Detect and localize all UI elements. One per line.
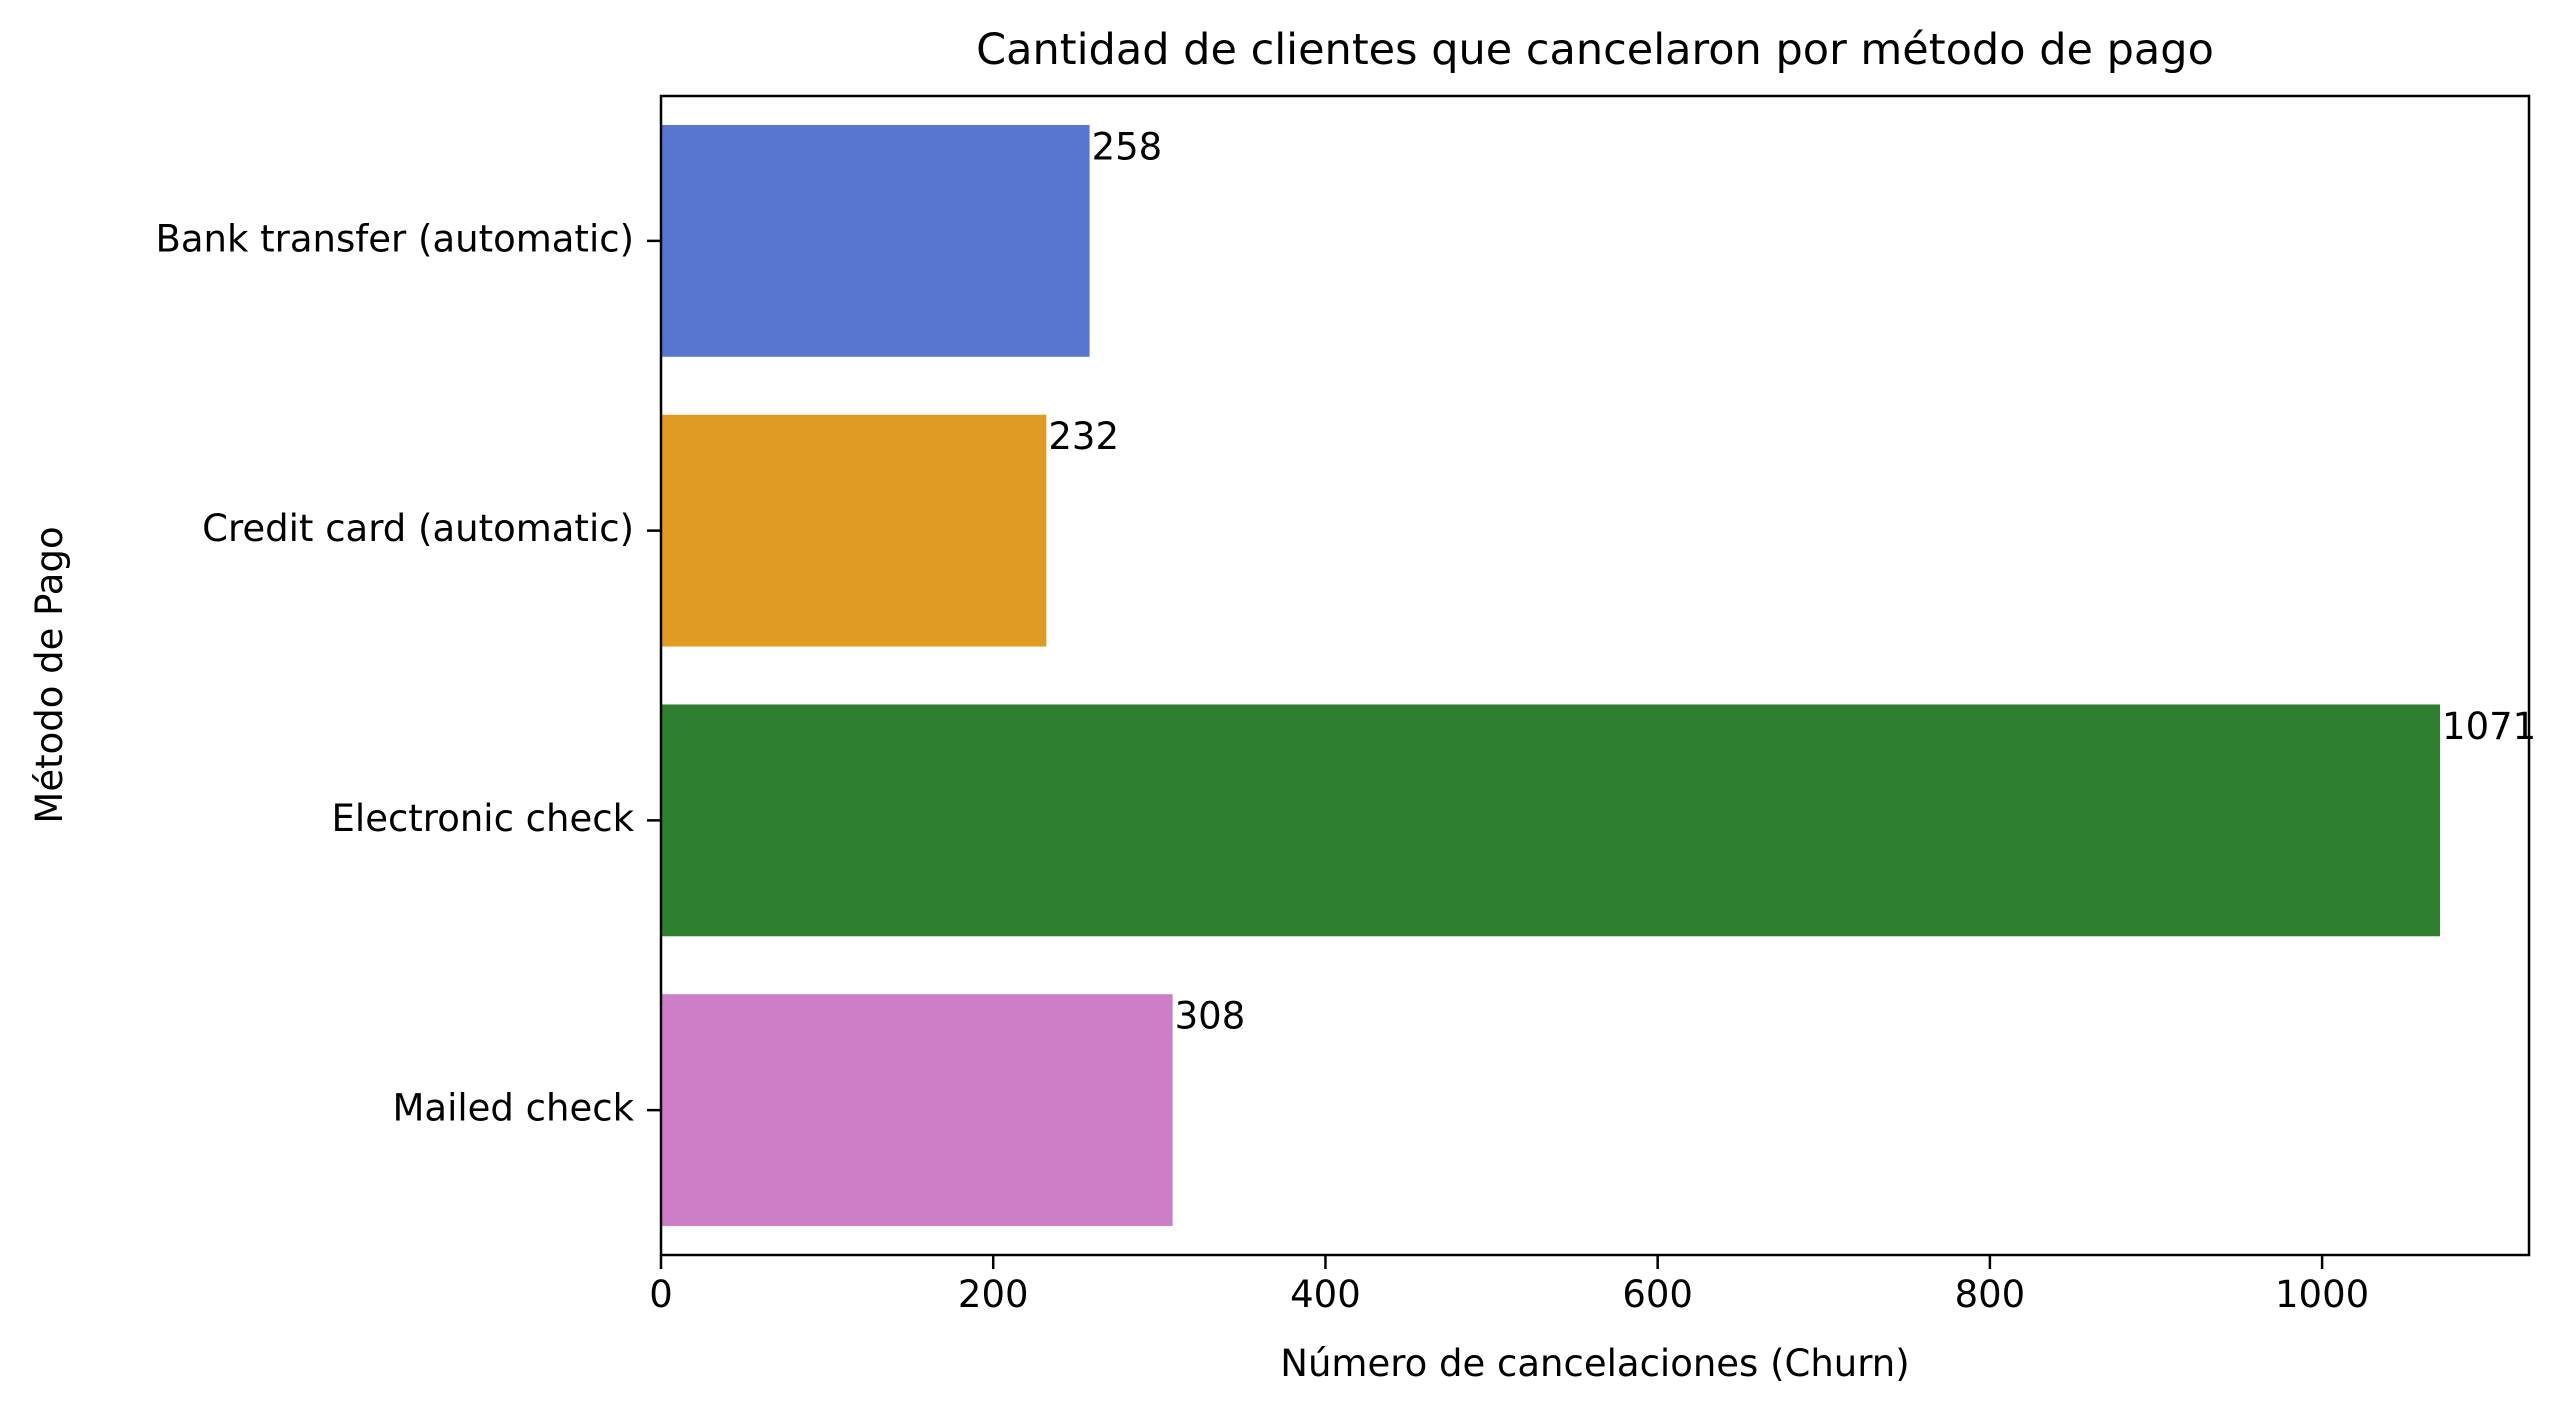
bars-layer	[661, 124, 2441, 1227]
data-label-4: 308	[1175, 995, 1246, 1038]
x-tick-label: 200	[958, 1273, 1029, 1316]
plot-frame	[659, 94, 2531, 1257]
y-tick-label: Bank transfer (automatic)	[155, 217, 634, 260]
chart-title: Cantidad de clientes que cancelaron por …	[976, 25, 2214, 75]
data-label-1: 258	[1092, 125, 1163, 168]
bar-2	[661, 414, 1047, 647]
bar-4	[661, 994, 1173, 1227]
y-axis: Bank transfer (automatic) Credit card (au…	[155, 217, 661, 1130]
x-tick-label: 1000	[2275, 1273, 2369, 1316]
y-tick-label: Mailed check	[393, 1087, 635, 1130]
y-tick-label: Electronic check	[332, 797, 635, 840]
y-axis-title: Método de Pago	[28, 526, 71, 823]
data-label-2: 232	[1048, 415, 1119, 458]
x-tick-label: 0	[649, 1273, 673, 1316]
bar-1	[661, 124, 1090, 357]
x-tick-label: 800	[1955, 1273, 2026, 1316]
x-axis-title: Número de cancelaciones (Churn)	[1280, 1342, 1909, 1385]
y-tick-label: Credit card (automatic)	[202, 507, 634, 550]
x-tick-label: 600	[1622, 1273, 1693, 1316]
x-tick-label: 400	[1290, 1273, 1361, 1316]
bar-3	[661, 704, 2441, 937]
data-label-3: 1071	[2442, 705, 2536, 748]
x-axis: 0 200 400 600 800 1000	[649, 1255, 2369, 1316]
data-labels-layer: 258 232 1071 308	[1048, 125, 2536, 1037]
